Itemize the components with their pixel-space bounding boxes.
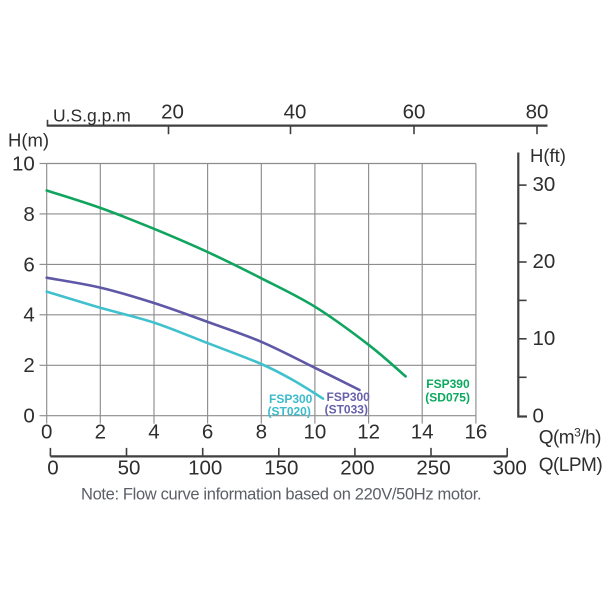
svg-text:U.S.g.p.m: U.S.g.p.m (53, 106, 131, 126)
svg-text:20: 20 (533, 250, 556, 273)
svg-text:6: 6 (23, 253, 34, 276)
svg-text:80: 80 (526, 101, 549, 124)
svg-text:4: 4 (23, 304, 34, 327)
svg-text:300: 300 (493, 457, 527, 480)
svg-text:FSP300: FSP300 (327, 390, 371, 404)
svg-text:40: 40 (284, 101, 307, 124)
svg-text:FSP300: FSP300 (269, 392, 313, 406)
svg-text:Q(LPM): Q(LPM) (539, 455, 603, 476)
svg-text:8: 8 (256, 421, 267, 444)
svg-text:14: 14 (411, 421, 434, 444)
svg-text:16: 16 (464, 421, 487, 444)
svg-text:0: 0 (533, 405, 544, 428)
svg-text:2: 2 (95, 421, 106, 444)
svg-text:50: 50 (118, 457, 141, 480)
svg-text:10: 10 (303, 421, 326, 444)
svg-text:0: 0 (23, 405, 34, 428)
svg-text:20: 20 (161, 101, 184, 124)
svg-text:(ST033): (ST033) (325, 403, 368, 417)
svg-text:2: 2 (23, 354, 34, 377)
svg-text:150: 150 (264, 457, 298, 480)
svg-text:6: 6 (202, 421, 213, 444)
svg-text:0: 0 (41, 421, 52, 444)
svg-text:10: 10 (12, 153, 35, 176)
svg-text:Note: Flow curve information b: Note: Flow curve information based on 22… (81, 486, 481, 504)
svg-text:Q(m3/h): Q(m3/h) (539, 426, 601, 449)
svg-text:100: 100 (188, 457, 222, 480)
svg-text:(SD075): (SD075) (425, 391, 470, 405)
svg-text:(ST020): (ST020) (268, 404, 311, 418)
svg-text:250: 250 (416, 457, 450, 480)
svg-text:FSP390: FSP390 (426, 377, 470, 391)
svg-text:H(ft): H(ft) (530, 145, 566, 166)
svg-text:0: 0 (47, 457, 58, 480)
svg-text:200: 200 (340, 457, 374, 480)
svg-text:60: 60 (403, 101, 426, 124)
svg-text:4: 4 (148, 421, 159, 444)
svg-text:8: 8 (23, 203, 34, 226)
svg-text:H(m): H(m) (8, 130, 49, 151)
svg-text:12: 12 (357, 421, 380, 444)
svg-text:30: 30 (533, 173, 556, 196)
svg-text:10: 10 (533, 327, 556, 350)
